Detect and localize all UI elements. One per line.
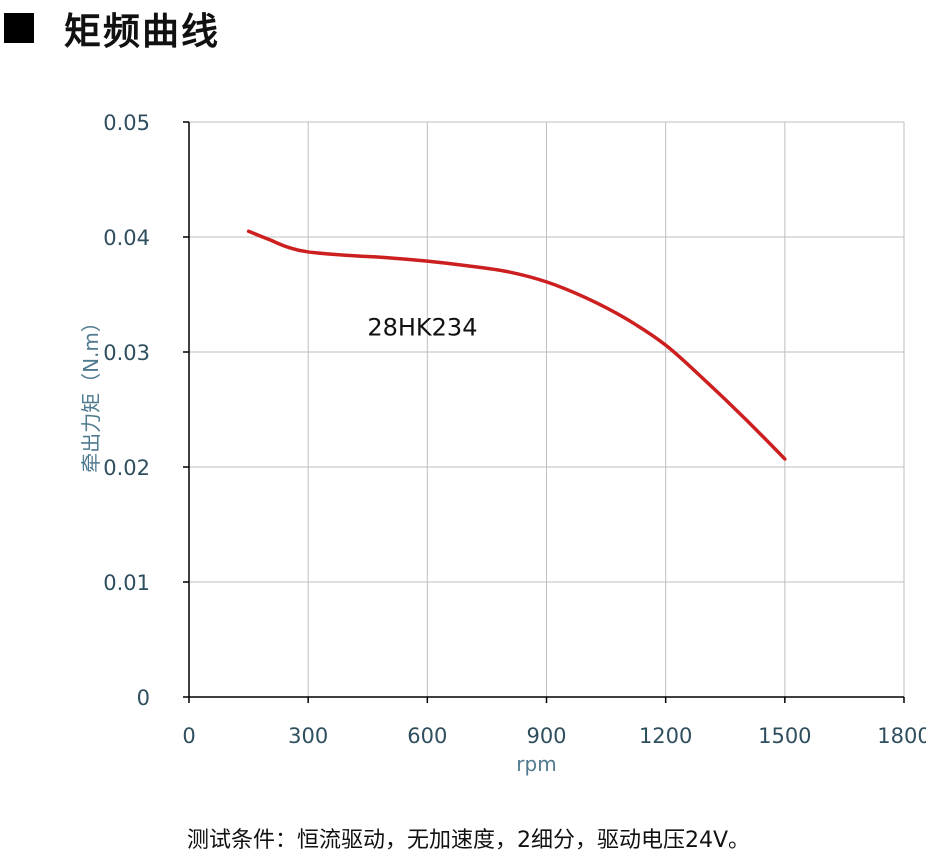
x-tick-label: 900 xyxy=(526,724,566,748)
y-tick-label: 0 xyxy=(137,686,150,710)
y-tick-label: 0.05 xyxy=(103,111,150,135)
x-tick-label: 0 xyxy=(182,724,195,748)
x-tick-label: 1800 xyxy=(877,724,926,748)
x-tick-label: 1500 xyxy=(758,724,811,748)
chart-heading-title: 矩频曲线 xyxy=(64,10,220,53)
y-tick-label: 0.01 xyxy=(103,571,150,595)
torque-frequency-chart: 0 0.01 0.02 0.03 0.04 0.05 0 300 600 900 1200 1500 1… xyxy=(79,111,926,776)
x-tick-label: 600 xyxy=(407,724,447,748)
y-tick-label: 0.04 xyxy=(103,226,150,250)
y-tick-label: 0.03 xyxy=(103,341,150,365)
x-tick-label: 1200 xyxy=(639,724,692,748)
series-line-28hk234 xyxy=(246,229,787,461)
y-axis-title: 牵出力矩（N.m） xyxy=(79,312,103,473)
chart-heading: 矩频曲线 xyxy=(0,2,220,54)
y-tick-label: 0.02 xyxy=(103,456,150,480)
x-tick-label: 300 xyxy=(288,724,328,748)
test-conditions-note: 测试条件：恒流驱动，无加速度，2细分，驱动电压24V。 xyxy=(187,828,751,853)
x-axis-title: rpm xyxy=(516,752,556,776)
series-annotation-label: 28HK234 xyxy=(367,314,477,342)
black-square-icon xyxy=(4,13,34,43)
